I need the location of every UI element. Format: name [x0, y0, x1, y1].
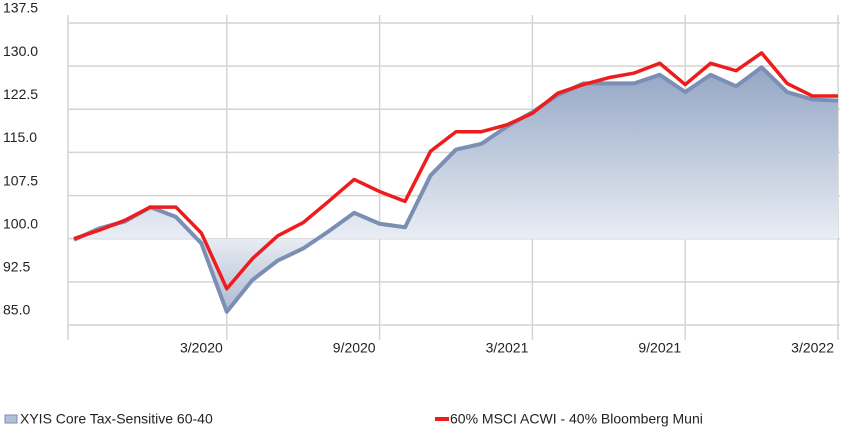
line	[73, 65, 839, 314]
y-tick-label: 122.5	[3, 86, 38, 102]
y-tick-label: 92.5	[3, 259, 30, 275]
y-tick-label: 137.5	[3, 0, 38, 16]
x-tick-label: 3/2020	[180, 340, 223, 356]
y-tick-label: 130.0	[3, 43, 38, 59]
y-tick-label: 100.0	[3, 215, 38, 231]
line	[73, 51, 838, 291]
legend-label: 60% MSCI ACWI - 40% Bloomberg Muni	[450, 411, 703, 427]
area	[74, 67, 838, 312]
legend-swatch	[435, 417, 449, 421]
legend-swatch	[4, 414, 18, 424]
x-tick-label: 9/2021	[638, 340, 681, 356]
x-tick-label: 9/2020	[333, 340, 376, 356]
y-tick-label: 107.5	[3, 172, 38, 188]
x-tick-label: 3/2022	[791, 340, 834, 356]
y-tick-label: 85.0	[3, 302, 30, 318]
y-tick-label: 115.0	[3, 129, 37, 145]
legend-label: XYIS Core Tax-Sensitive 60-40	[20, 411, 213, 427]
x-tick-label: 3/2021	[486, 340, 529, 356]
